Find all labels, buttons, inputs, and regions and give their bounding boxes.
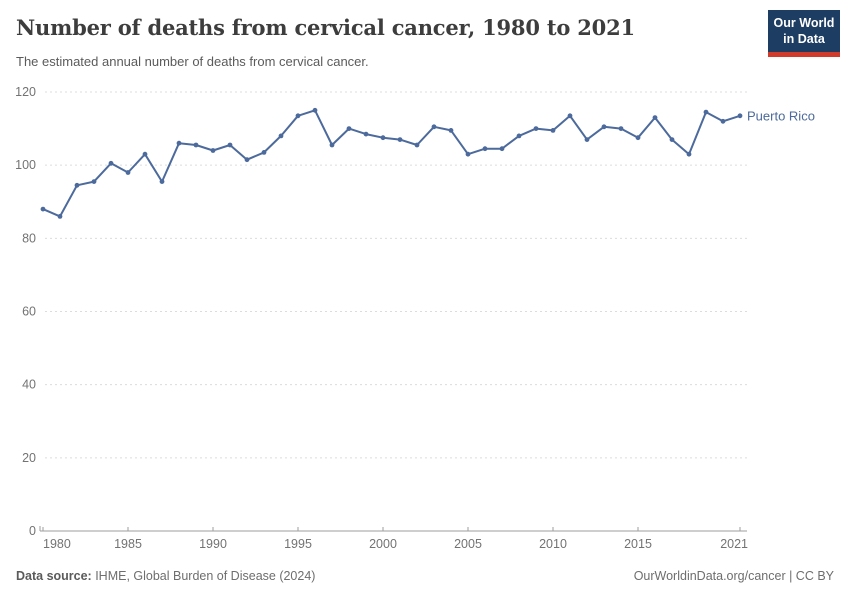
y-tick-label: 0 <box>29 524 36 538</box>
chart-subtitle: The estimated annual number of deaths fr… <box>16 54 369 69</box>
x-tick-label: 1985 <box>114 537 142 551</box>
data-point <box>601 124 607 130</box>
x-tick-label: 2000 <box>369 537 397 551</box>
data-point <box>380 135 386 141</box>
data-point <box>703 109 709 115</box>
chart-footer: Data source: IHME, Global Burden of Dise… <box>16 569 834 583</box>
data-point <box>108 160 114 166</box>
owid-logo-line2: in Data <box>783 31 825 46</box>
y-axis-labels: 0 20 40 60 80 100 120 <box>15 85 36 538</box>
data-point <box>414 142 420 148</box>
data-point <box>142 151 148 157</box>
data-point <box>159 179 165 185</box>
data-point <box>278 133 284 139</box>
data-point <box>261 150 267 155</box>
owid-logo[interactable]: Our World in Data <box>768 10 840 58</box>
x-tick-label: 2010 <box>539 537 567 551</box>
data-point <box>329 142 335 148</box>
x-tick-label: 1980 <box>43 537 71 551</box>
data-point <box>618 126 624 131</box>
series-end-label: Puerto Rico <box>747 108 815 123</box>
y-tick-label: 80 <box>22 231 36 245</box>
license-text: OurWorldinData.org/cancer | CC BY <box>633 569 834 583</box>
x-tick-labels: 1980 1985 1990 1995 2000 2005 2010 2015 2021 <box>43 537 748 551</box>
y-gridlines <box>45 91 747 459</box>
y-tick-label: 20 <box>22 451 36 465</box>
data-source-label: Data source: <box>16 569 92 583</box>
data-point <box>176 140 182 146</box>
data-point <box>533 126 539 131</box>
data-point <box>125 170 131 175</box>
data-point <box>737 113 743 119</box>
data-point <box>312 107 318 113</box>
data-point <box>431 124 437 130</box>
data-point <box>720 118 726 124</box>
owid-logo-red-bar <box>768 52 840 58</box>
data-point <box>40 206 46 212</box>
data-point <box>363 131 369 137</box>
x-tick-label: 1995 <box>284 537 312 551</box>
data-point <box>516 133 522 139</box>
data-point <box>635 135 641 141</box>
data-line <box>42 109 741 218</box>
x-tick-label: 2021 <box>720 537 748 551</box>
data-point <box>465 151 471 157</box>
data-point <box>244 157 250 163</box>
data-point <box>669 137 675 143</box>
x-tick-label: 2015 <box>624 537 652 551</box>
data-point <box>91 179 97 185</box>
series-label: Puerto Rico <box>747 108 815 123</box>
owid-logo-line1: Our World <box>773 16 835 30</box>
data-point <box>397 137 403 143</box>
y-tick-label: 100 <box>15 158 36 172</box>
data-point <box>550 127 556 133</box>
data-point <box>193 142 199 148</box>
x-tick-label: 2005 <box>454 537 482 551</box>
data-point <box>346 126 352 131</box>
x-tick-label: 1990 <box>199 537 227 551</box>
data-point <box>227 142 233 148</box>
owid-logo-box: Our World in Data <box>768 10 840 53</box>
data-point <box>210 148 216 153</box>
page-title: Number of deaths from cervical cancer, 1… <box>16 15 635 40</box>
data-point <box>482 146 488 152</box>
data-point <box>295 113 301 119</box>
data-point <box>57 214 63 219</box>
x-axis <box>39 526 747 532</box>
y-tick-label: 60 <box>22 305 36 319</box>
data-source: Data source: IHME, Global Burden of Dise… <box>16 569 315 583</box>
data-point <box>652 115 658 120</box>
data-point <box>584 137 590 143</box>
data-point <box>567 113 573 119</box>
data-source-text: IHME, Global Burden of Disease (2024) <box>91 569 316 583</box>
data-point <box>499 146 505 152</box>
data-points <box>40 107 743 219</box>
y-tick-label: 120 <box>15 85 36 99</box>
y-tick-label: 40 <box>22 378 36 392</box>
data-point <box>448 127 454 133</box>
data-point <box>686 151 692 157</box>
data-point <box>74 182 80 188</box>
